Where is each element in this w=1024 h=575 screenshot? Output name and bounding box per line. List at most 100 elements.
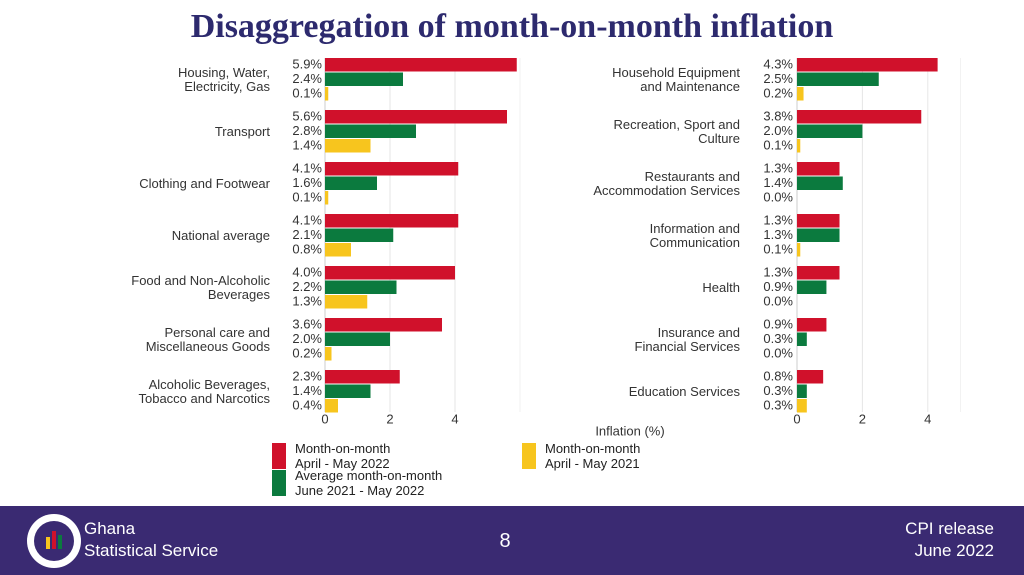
- footer: Ghana Statistical Service 8 CPI release …: [0, 506, 1024, 575]
- value-label: 1.3%: [292, 294, 322, 309]
- bar: [797, 243, 801, 257]
- value-label: 2.0%: [292, 331, 322, 346]
- value-label: 2.8%: [292, 123, 322, 138]
- x-tick-label: 0: [793, 411, 800, 426]
- category-label: Alcoholic Beverages, Tobacco and Narcoti…: [138, 376, 270, 406]
- slide-title: Disaggregation of month-on-month inflati…: [190, 8, 834, 45]
- x-tick-label: 4: [924, 411, 931, 426]
- bar: [325, 214, 459, 228]
- bar: [797, 58, 938, 72]
- bar: [797, 399, 807, 413]
- value-label: 4.3%: [763, 57, 793, 72]
- value-label: 0.8%: [292, 242, 322, 257]
- x-tick-label: 0: [321, 411, 328, 426]
- value-label: 3.8%: [763, 109, 793, 124]
- bar: [325, 280, 397, 294]
- category-label: Restaurants and Accommodation Services: [593, 168, 740, 198]
- logo-bar: [52, 531, 56, 549]
- category-label: National average: [171, 227, 270, 243]
- value-label: 4.0%: [292, 265, 322, 280]
- value-label: 2.3%: [292, 369, 322, 384]
- x-tick-label: 2: [386, 411, 393, 426]
- logo-bar: [46, 537, 50, 549]
- value-label: 0.0%: [763, 294, 793, 309]
- bar: [325, 370, 400, 384]
- value-label: 1.3%: [763, 213, 793, 228]
- value-label: 1.4%: [292, 138, 322, 153]
- bar: [797, 384, 807, 398]
- legend-swatch: [272, 443, 286, 469]
- value-label: 0.2%: [763, 86, 793, 101]
- value-label: 0.3%: [763, 331, 793, 346]
- bar: [325, 228, 394, 242]
- bar: [797, 228, 840, 242]
- bar: [797, 124, 863, 138]
- value-label: 1.3%: [763, 161, 793, 176]
- bar: [797, 176, 843, 190]
- value-label: 3.6%: [292, 317, 322, 332]
- bar: [325, 162, 459, 176]
- bar: [325, 58, 517, 72]
- category-label: Information and Communication: [649, 220, 740, 250]
- bar: [325, 72, 403, 86]
- legend-swatch: [272, 470, 286, 496]
- bar: [797, 72, 879, 86]
- category-label: Food and Non-Alcoholic Beverages: [131, 272, 270, 302]
- category-label: Personal care and Miscellaneous Goods: [145, 324, 270, 354]
- value-label: 1.4%: [763, 175, 793, 190]
- value-label: 4.1%: [292, 161, 322, 176]
- bar: [325, 110, 507, 124]
- value-label: 0.9%: [763, 317, 793, 332]
- release-info: CPI release June 2022: [905, 519, 994, 560]
- bar: [797, 214, 840, 228]
- bar: [797, 87, 804, 101]
- bar: [797, 162, 840, 176]
- value-label: 2.4%: [292, 71, 322, 86]
- value-label: 0.2%: [292, 346, 322, 361]
- bar: [325, 243, 351, 257]
- bar: [325, 318, 442, 332]
- category-label: Health: [702, 279, 740, 295]
- charts: 0 2 45.9%2.4%0.1%5.6%2.8%1.4%4.1%1.6%0.1%4…: [272, 57, 961, 496]
- logo: [27, 514, 81, 568]
- category-label: Housing, Water, Electricity, Gas: [177, 64, 270, 94]
- bar: [325, 191, 329, 205]
- legend-label: Month-on-month April - May 2022: [295, 441, 391, 471]
- category-label: Education Services: [628, 383, 740, 399]
- legend-label: Average month-on-month June 2021 - May 2…: [295, 468, 443, 498]
- bar: [325, 399, 338, 413]
- bar: [797, 370, 824, 384]
- value-label: 2.1%: [292, 227, 322, 242]
- bar: [325, 176, 377, 190]
- category-label: Recreation, Sport and Culture: [613, 116, 740, 146]
- category-label: Insurance and Financial Services: [634, 324, 741, 354]
- value-label: 1.3%: [763, 265, 793, 280]
- bar: [325, 87, 329, 101]
- bar: [325, 139, 371, 153]
- bar: [325, 384, 371, 398]
- bar: [325, 295, 368, 309]
- value-label: 0.1%: [292, 190, 322, 205]
- value-label: 2.5%: [763, 71, 793, 86]
- x-tick-label: 2: [859, 411, 866, 426]
- bar: [797, 110, 922, 124]
- legend-swatch: [522, 443, 536, 469]
- value-label: 0.8%: [763, 369, 793, 384]
- value-label: 1.6%: [292, 175, 322, 190]
- legend-label: Month-on-month April - May 2021: [545, 441, 641, 471]
- bar: [325, 332, 390, 346]
- value-label: 0.1%: [763, 242, 793, 257]
- value-label: 0.3%: [763, 383, 793, 398]
- value-label: 2.2%: [292, 279, 322, 294]
- bar: [797, 266, 840, 280]
- x-tick-label: 4: [451, 411, 458, 426]
- value-label: 0.1%: [292, 86, 322, 101]
- category-label: Clothing and Footwear: [139, 175, 270, 191]
- value-label: 5.6%: [292, 109, 322, 124]
- category-label: Transport: [214, 123, 270, 139]
- value-label: 0.3%: [763, 398, 793, 413]
- value-label: 0.4%: [292, 398, 322, 413]
- value-label: 2.0%: [763, 123, 793, 138]
- value-label: 0.0%: [763, 190, 793, 205]
- value-label: 0.1%: [763, 138, 793, 153]
